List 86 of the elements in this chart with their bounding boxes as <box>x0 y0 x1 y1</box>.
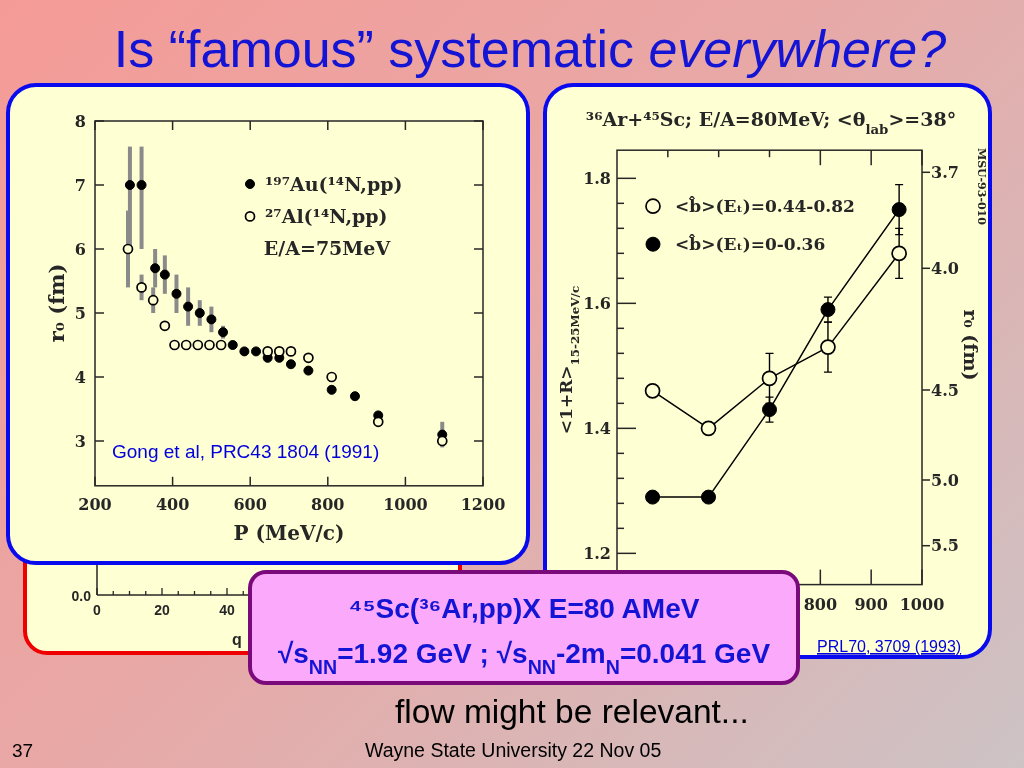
y-tick-label: 1.8 <box>583 168 611 188</box>
point <box>891 202 907 218</box>
text: 37 <box>12 740 34 761</box>
x-tick-label: 800 <box>803 594 838 614</box>
point <box>136 282 147 293</box>
text: 5.0 <box>931 470 959 490</box>
point <box>194 308 205 318</box>
point <box>147 294 159 306</box>
y-tick-label: 7 <box>74 175 86 195</box>
text: PRL70, 3709 (1993) <box>817 638 962 655</box>
point <box>150 263 161 274</box>
point <box>206 314 217 325</box>
point <box>204 339 215 351</box>
y-tick-label: 3 <box>74 431 86 451</box>
text: 5.5 <box>931 536 959 556</box>
point <box>239 346 250 357</box>
text: ⁴⁵Sc(³⁶Ar,pp)X E=80 AMeV <box>348 593 700 624</box>
point <box>436 435 448 447</box>
point <box>136 180 147 190</box>
point <box>180 339 192 351</box>
point <box>192 339 204 351</box>
legend-label: ¹⁹⁷Au(¹⁴N,pp) <box>265 172 403 195</box>
point <box>251 346 262 357</box>
y-tick-label: 1.2 <box>583 543 611 563</box>
x-axis-title: P (MeV/c) <box>233 521 345 545</box>
x-tick-label: 200 <box>78 494 112 514</box>
point <box>183 301 194 312</box>
text: 4.5 <box>931 380 959 400</box>
point <box>303 352 314 364</box>
point <box>701 489 716 505</box>
point <box>159 269 170 280</box>
text: MSU-93-010 <box>975 148 988 226</box>
x-tick-label: 1000 <box>899 594 945 614</box>
x-tick-label: 1000 <box>383 494 428 514</box>
point <box>700 420 717 437</box>
annotation: Gong et al, PRC43 1804 (1991) <box>112 441 380 462</box>
point <box>820 302 836 318</box>
x-tick-label: 1200 <box>460 494 506 514</box>
point <box>169 339 180 351</box>
y-tick-label: 5 <box>74 303 86 323</box>
legend-label: ²⁷Al(¹⁴N,pp) <box>265 205 388 228</box>
x-tick-label: 900 <box>854 594 888 614</box>
point <box>820 339 836 355</box>
point <box>891 245 907 262</box>
point <box>122 243 134 255</box>
x-tick-label: 800 <box>311 494 345 514</box>
point <box>227 340 238 350</box>
text: 0.0 <box>71 588 92 604</box>
y-tick-label: 1.4 <box>583 418 611 438</box>
text: 3.7 <box>931 162 959 182</box>
chart-title: ³⁶Ar+⁴⁵Sc; E/A=80MeV; <θ$_{lab}$>=38° <box>585 108 957 137</box>
point <box>171 288 182 299</box>
text: flow might be relevant... <box>395 693 749 730</box>
point <box>124 180 135 190</box>
annotation: E/A=75MeV <box>263 237 392 259</box>
text: q <box>232 631 242 648</box>
text: 40 <box>219 602 235 618</box>
point <box>285 346 297 357</box>
point <box>326 371 338 383</box>
y2-axis-title: r₀ (fm) <box>960 309 982 381</box>
text: 4.0 <box>931 258 959 278</box>
point <box>349 391 360 402</box>
point <box>761 370 778 387</box>
y-tick-label: 4 <box>74 367 86 387</box>
y-tick-label: 6 <box>74 239 86 259</box>
text: √s$_{NN}$=1.92 GeV ; √s$_{NN}$-2m$_{N}$=0.041 GeV <box>277 638 771 678</box>
point <box>372 416 384 428</box>
point <box>645 489 661 505</box>
point <box>303 365 314 376</box>
legend-label: <b̂>(Eₜ)=0-0.36 <box>675 234 826 255</box>
text: Wayne State University 22 Nov 05 <box>365 739 662 761</box>
y-tick-label: 1.6 <box>583 293 611 313</box>
y-axis-title: r₀ (fm) <box>44 263 69 343</box>
text: 20 <box>154 602 170 618</box>
point <box>215 339 227 351</box>
legend-label: <b̂>(Eₜ)=0.44-0.82 <box>675 196 855 217</box>
point <box>285 359 296 370</box>
text: Is “famous” systematic everywhere? <box>113 20 947 78</box>
y-tick-label: 8 <box>74 111 86 131</box>
x-tick-label: 400 <box>155 494 190 514</box>
point <box>159 320 171 332</box>
text: 0 <box>93 602 102 618</box>
point <box>644 382 661 399</box>
x-tick-label: 600 <box>233 494 267 514</box>
point <box>762 402 777 418</box>
point <box>326 384 337 395</box>
